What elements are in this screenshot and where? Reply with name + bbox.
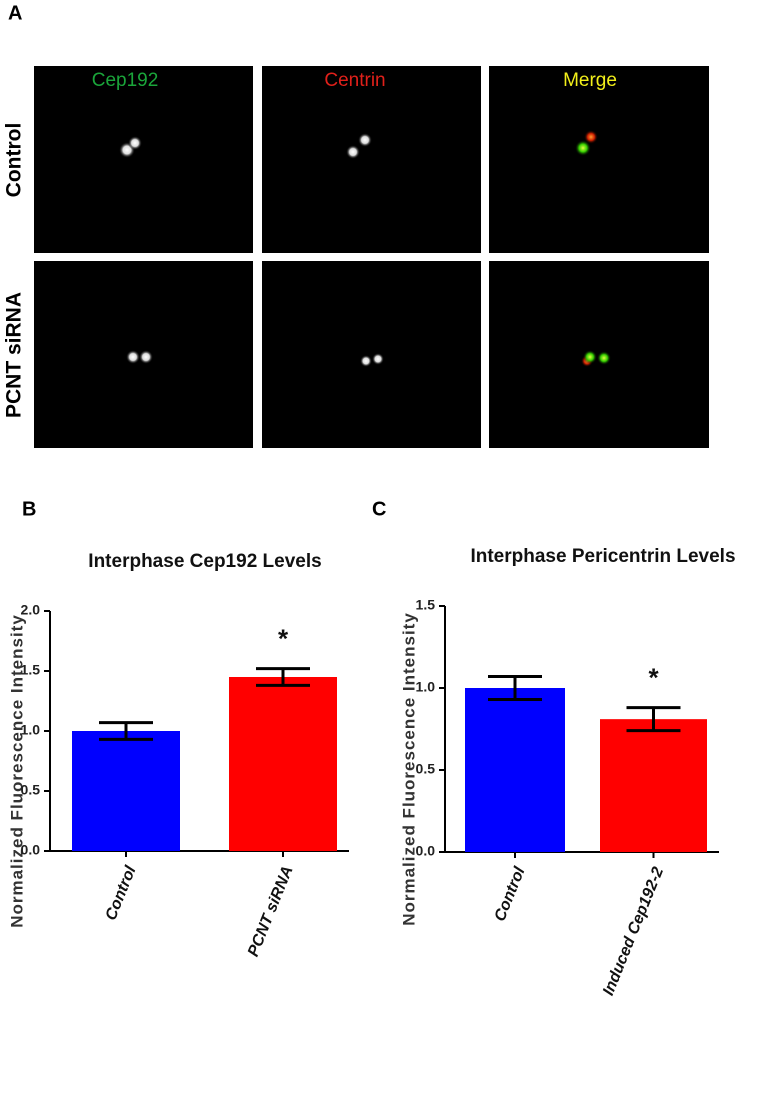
y-tick-label: 0.5 [21,782,41,798]
y-tick-label: 1.0 [416,679,436,695]
spot [346,145,360,159]
y-tick-label: 1.0 [21,722,41,738]
axis-label: Normalized Fluorescence Intensity [399,612,418,926]
micrograph [34,66,253,253]
bar [465,688,565,852]
row-label: Control [3,123,26,198]
spot [575,140,591,156]
bar [229,677,337,851]
spot [583,350,597,364]
x-tick-label: Control [492,864,529,924]
column-label: Cep192 [92,70,159,91]
chart-title: Interphase Pericentrin Levels [470,546,735,567]
y-tick-label: 2.0 [21,602,41,618]
micrograph [262,261,481,448]
chart-title: Interphase Cep192 Levels [88,551,321,572]
bar [600,719,707,852]
column-label: Merge [563,70,617,91]
panel-label: A [8,2,22,24]
spot [372,353,384,365]
micrograph [262,66,481,253]
y-tick-label: 0.0 [416,843,436,859]
y-tick-label: 0.5 [416,761,436,777]
row-label: PCNT siRNA [3,292,26,418]
axis-label: Normalized Fluorescence Intensity [7,614,26,928]
y-tick-label: 1.5 [21,662,41,678]
panel-label: B [22,498,36,520]
significance-mark: * [648,663,659,693]
spot [128,136,142,150]
spot [126,350,140,364]
y-tick-label: 1.5 [416,597,436,613]
spot [360,355,372,367]
spot [584,130,598,144]
x-tick-label: Induced Cep192-2 [600,865,667,998]
x-tick-label: PCNT siRNA [245,864,297,959]
micrograph [489,66,709,253]
bar [72,731,180,851]
spot [597,351,611,365]
significance-mark: * [278,623,289,653]
x-tick-label: Control [103,863,140,923]
spot [358,133,372,147]
y-tick-label: 0.0 [21,842,41,858]
micrographs [34,66,709,448]
column-label: Centrin [324,70,385,91]
panel-label: C [372,498,386,520]
spot [139,350,153,364]
